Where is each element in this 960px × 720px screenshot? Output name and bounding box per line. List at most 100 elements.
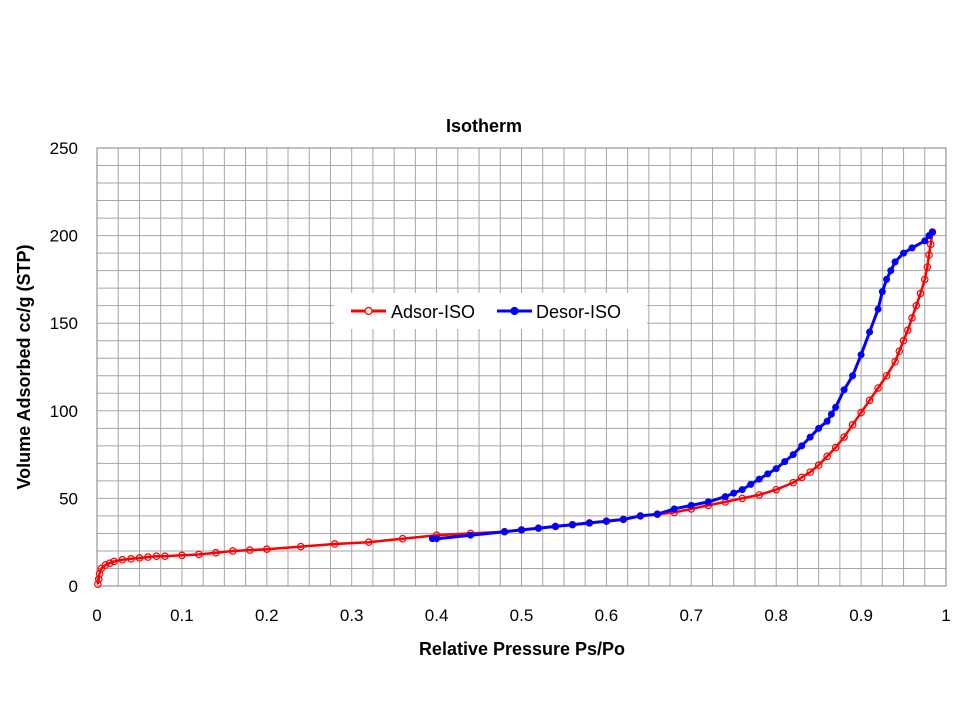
data-point [920,275,929,284]
legend-label: Desor-ISO [536,302,621,322]
data-point [755,475,763,483]
data-point [772,485,781,494]
data-point [428,535,436,543]
data-point [806,468,814,476]
data-point [912,301,921,310]
legend-box [334,293,647,329]
data-point [895,347,904,356]
y-tick-label: 150 [50,314,78,333]
data-point [568,521,576,529]
data-point [704,498,712,506]
data-point [755,491,764,499]
y-tick-label: 250 [50,139,78,158]
data-point [518,526,525,534]
data-point [849,372,857,380]
data-point [118,555,127,564]
data-point [110,557,118,566]
data-point [653,510,661,518]
data-point [738,494,747,503]
data-point [827,410,835,418]
x-tick-label: 1 [941,606,950,625]
data-point [178,551,186,560]
data-point [814,461,823,469]
data-point [747,480,755,488]
x-tick-label: 0.9 [849,606,873,625]
data-point [94,580,102,589]
data-point [921,237,929,245]
data-point [636,512,644,520]
legend-marker [510,306,519,316]
series-layer [94,228,937,589]
data-point [246,546,254,554]
data-point [212,548,220,557]
data-point [296,542,305,551]
y-axis-title: Volume Adsorbed cc/g (STP) [14,244,34,489]
y-tick-label: 50 [59,489,78,508]
chart-title: Isotherm [446,116,522,136]
data-point [195,550,203,559]
data-point [797,473,806,482]
data-point [364,538,373,547]
data-point [101,561,110,569]
y-tick-label: 200 [50,227,78,246]
y-tick-label: 0 [69,577,78,596]
data-point [831,443,840,452]
data-point [781,458,789,466]
legend-marker [364,306,373,316]
data-point [857,408,865,417]
data-point [832,403,840,411]
x-tick-label: 0.3 [340,606,364,625]
data-point [806,433,814,441]
data-point [878,288,886,296]
series-desor-iso [428,228,936,543]
data-point [619,515,627,523]
series-line [432,231,934,541]
legend-item: Desor-ISO [497,302,621,322]
data-point [135,554,144,562]
data-point [467,531,475,539]
data-point [534,524,542,532]
data-point [585,519,593,527]
data-point [551,522,559,530]
data-point [670,505,678,513]
data-point [798,442,806,450]
data-point [738,486,746,494]
data-point [883,275,891,283]
x-tick-label: 0.2 [255,606,279,625]
data-point [916,289,925,298]
data-point [161,552,169,561]
data-point [94,575,103,583]
legend-label: Adsor-ISO [391,302,475,322]
data-point [840,386,848,394]
data-point [501,528,509,536]
data-point [815,424,823,432]
y-tick-label: 100 [50,402,78,421]
data-point [865,396,874,405]
data-point [874,305,882,313]
data-point [764,470,772,478]
data-point [105,559,114,568]
data-point [721,493,729,501]
x-tick-label: 0.8 [764,606,788,625]
data-point [887,267,895,275]
data-point [398,534,407,543]
data-point [262,545,271,554]
data-point [152,552,161,561]
data-point [127,555,135,563]
data-point [730,489,738,497]
data-point [866,328,874,336]
x-tick-label: 0.4 [425,606,449,625]
data-point [823,417,831,425]
data-point [891,258,899,266]
data-point [840,433,848,441]
data-point [908,314,916,322]
x-axis-title: Relative Pressure Ps/Po [419,639,625,659]
data-point [144,553,152,561]
x-tick-label: 0.7 [679,606,703,625]
data-point [789,451,797,459]
x-tick-label: 0.6 [595,606,619,625]
data-point [848,421,857,429]
data-point [874,384,882,392]
legend: Adsor-ISO Desor-ISO [334,293,647,329]
